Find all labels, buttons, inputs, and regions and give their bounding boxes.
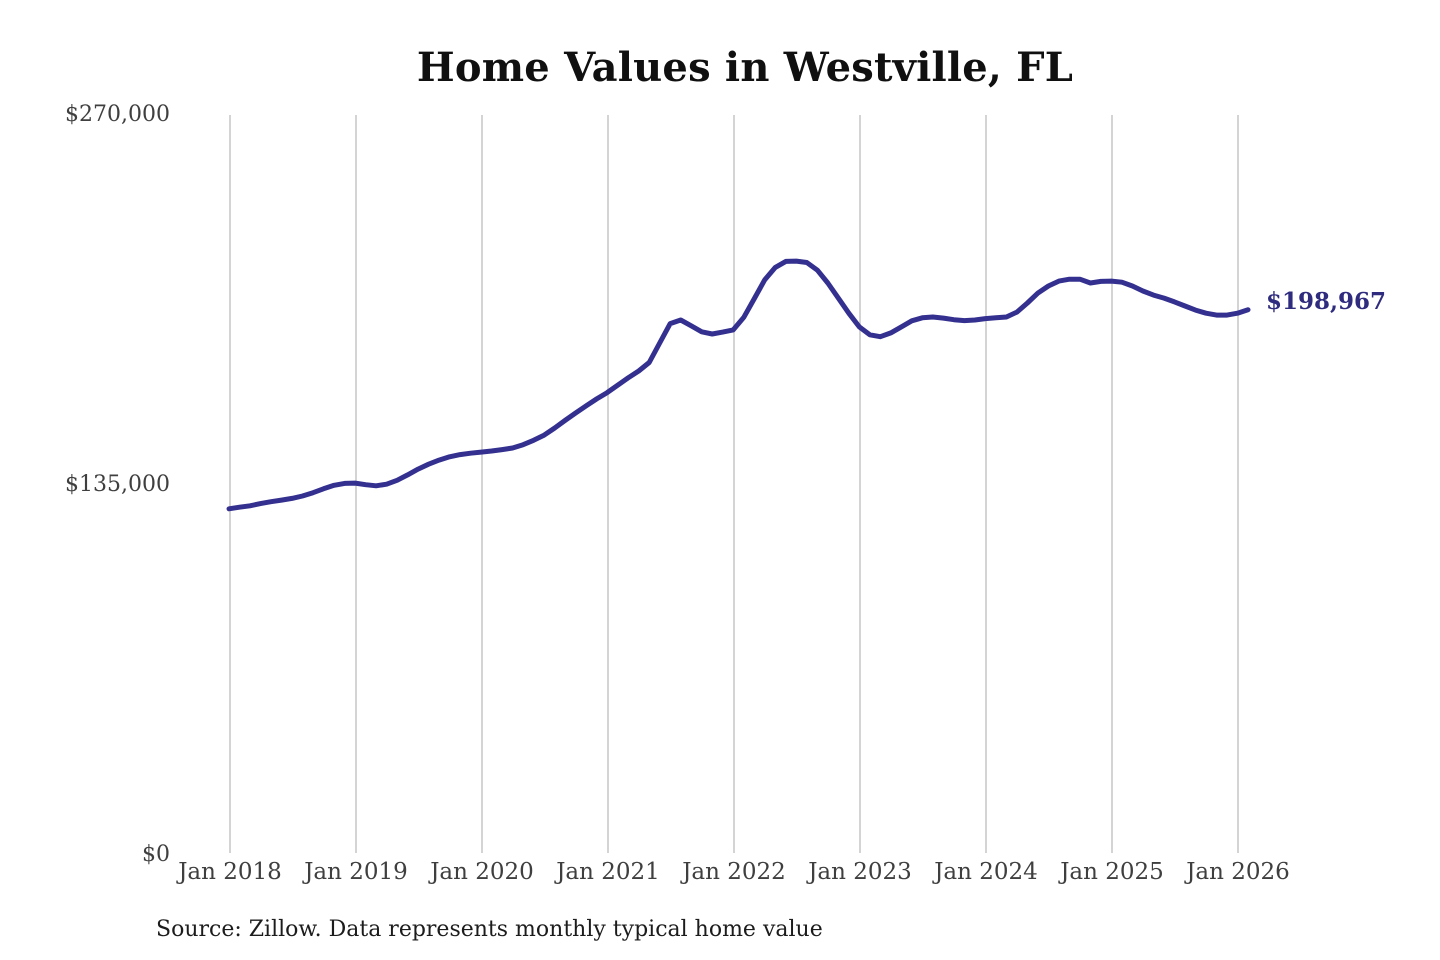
y-axis-tick-label: $135,000: [65, 472, 170, 497]
chart-title: Home Values in Westville, FL: [416, 44, 1074, 91]
x-axis-tick-label: Jan 2026: [1186, 859, 1290, 885]
y-axis-tick-label: $0: [142, 842, 170, 867]
x-axis-tick-label: Jan 2024: [934, 859, 1038, 885]
x-axis-tick-label: Jan 2022: [682, 859, 786, 885]
x-axis-tick-label: Jan 2021: [556, 859, 660, 885]
x-axis-tick-label: Jan 2019: [304, 859, 408, 885]
x-axis-tick-label: Jan 2023: [808, 859, 912, 885]
x-axis-tick-label: Jan 2018: [178, 859, 282, 885]
x-axis-tick-label: Jan 2020: [430, 859, 534, 885]
source-note: Source: Zillow. Data represents monthly …: [156, 917, 823, 942]
y-axis-tick-label: $270,000: [65, 102, 170, 127]
x-axis-tick-label: Jan 2025: [1060, 859, 1164, 885]
value-line: [226, 258, 1251, 512]
current-value-label: $198,967: [1266, 288, 1387, 315]
